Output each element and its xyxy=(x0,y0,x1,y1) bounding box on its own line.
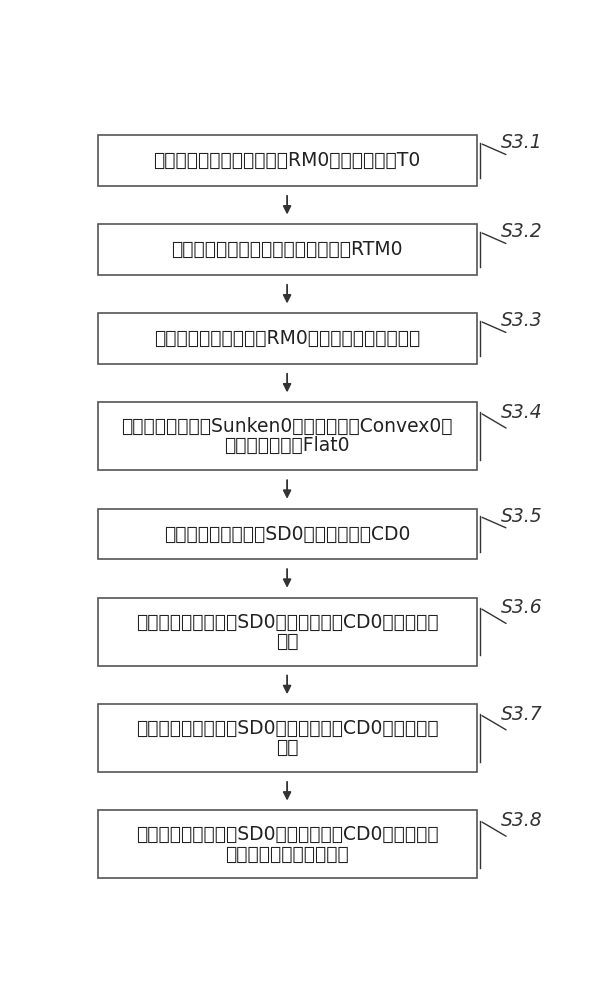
Text: 比例: 比例 xyxy=(276,738,298,757)
Text: 算出初始下凹区差值SD0、初始上凸区CD0之间的相对: 算出初始下凹区差值SD0、初始上凸区CD0之间的相对 xyxy=(136,719,439,738)
Text: S3.3: S3.3 xyxy=(500,311,542,330)
Text: S3.4: S3.4 xyxy=(500,403,542,422)
Text: 比例: 比例 xyxy=(276,632,298,651)
Text: S3.6: S3.6 xyxy=(500,598,542,617)
Text: S3.7: S3.7 xyxy=(500,705,542,724)
Text: 计算初始下凹区差值SD0、初始上凸区CD0: 计算初始下凹区差值SD0、初始上凸区CD0 xyxy=(164,524,410,543)
Text: S3.5: S3.5 xyxy=(500,507,542,526)
Bar xyxy=(98,704,477,772)
Bar xyxy=(98,135,477,186)
Text: 根据初始下凹区差值SD0、初始上凸区CD0之间的相对: 根据初始下凹区差值SD0、初始上凸区CD0之间的相对 xyxy=(136,825,439,844)
Text: 比例实时调整配重块位置: 比例实时调整配重块位置 xyxy=(225,844,349,863)
Bar xyxy=(98,313,477,364)
Text: 以及初始合格区Flat0: 以及初始合格区Flat0 xyxy=(224,436,350,455)
Text: 判断出初始下凹区Sunken0、初始上凸区Convex0、: 判断出初始下凹区Sunken0、初始上凸区Convex0、 xyxy=(122,417,453,436)
Bar xyxy=(98,810,477,878)
Text: 初始路面立体结构模型RM0与预设平整度进行比对: 初始路面立体结构模型RM0与预设平整度进行比对 xyxy=(154,329,420,348)
Text: S3.8: S3.8 xyxy=(500,811,542,830)
Bar xyxy=(98,402,477,470)
Text: 采集初始路面立体结构模型RM0及初始温度集T0: 采集初始路面立体结构模型RM0及初始温度集T0 xyxy=(153,151,421,170)
Text: 算出初始下凹区差值SD0、初始上凸区CD0之间的相对: 算出初始下凹区差值SD0、初始上凸区CD0之间的相对 xyxy=(136,613,439,632)
Bar xyxy=(98,598,477,666)
Text: 建立初始道路表面温度立体结构模型RTM0: 建立初始道路表面温度立体结构模型RTM0 xyxy=(171,240,403,259)
Text: S3.2: S3.2 xyxy=(500,222,542,241)
Bar xyxy=(98,224,477,275)
Bar xyxy=(98,509,477,559)
Text: S3.1: S3.1 xyxy=(500,133,542,152)
